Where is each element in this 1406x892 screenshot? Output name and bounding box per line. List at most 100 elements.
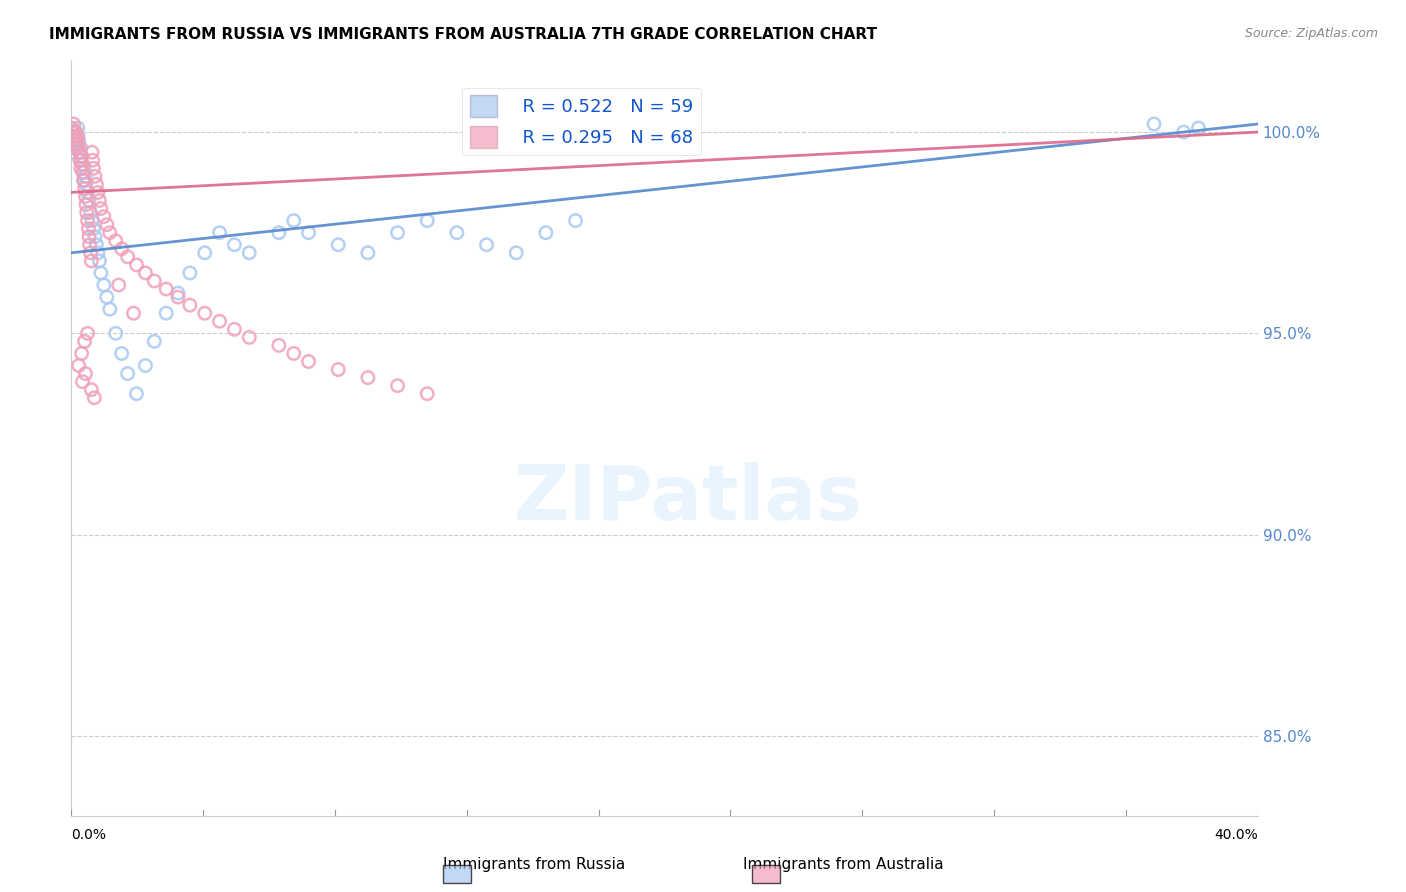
Text: Immigrants from Australia: Immigrants from Australia [744,857,943,872]
Point [66,141,89,155]
Point [238,245,260,260]
Point [1173,125,1195,139]
Point [65,125,87,139]
Point [357,245,380,260]
Point [82,221,104,235]
Legend:   R = 0.522   N = 59,   R = 0.295   N = 68: R = 0.522 N = 59, R = 0.295 N = 68 [463,87,700,155]
Point [416,213,439,227]
Point [86,178,108,192]
Point [79,205,101,219]
Point [328,237,350,252]
Point [75,178,97,192]
Point [104,326,127,341]
Point [208,314,231,328]
Point [80,253,103,268]
Point [90,202,112,216]
Point [69,145,91,160]
Point [75,189,97,203]
Point [104,234,127,248]
Point [63,129,86,144]
Point [73,173,96,187]
Point [83,391,105,405]
Point [75,367,97,381]
Point [79,245,101,260]
Point [73,173,96,187]
Point [63,133,86,147]
Point [155,282,177,296]
Point [122,306,145,320]
Point [66,129,89,144]
Point [328,362,350,376]
Point [90,266,112,280]
Point [75,169,97,184]
Point [77,229,100,244]
Point [86,237,108,252]
Point [93,210,115,224]
Point [72,165,94,179]
Point [446,226,468,240]
Point [66,121,89,136]
Point [70,149,93,163]
Point [72,375,94,389]
Point [84,229,107,244]
Point [564,213,586,227]
Point [208,226,231,240]
Point [1143,117,1166,131]
Point [98,226,121,240]
Point [387,226,409,240]
Point [72,157,94,171]
Point [62,145,84,160]
Point [70,346,93,360]
Point [167,290,190,304]
Point [93,278,115,293]
Point [76,326,98,341]
Point [1187,121,1209,136]
Point [117,250,139,264]
Point [267,226,290,240]
Point [76,186,98,200]
Point [70,149,93,163]
Point [76,213,98,227]
Point [73,334,96,349]
Text: 0.0%: 0.0% [72,829,107,842]
Point [80,145,103,160]
Point [65,137,87,152]
Point [134,359,156,373]
Point [72,165,94,179]
Point [63,141,86,155]
Text: Immigrants from Russia: Immigrants from Russia [443,857,626,872]
Point [267,338,290,352]
Point [475,237,498,252]
Point [194,306,217,320]
Point [143,334,166,349]
Point [297,354,319,368]
Point [67,137,90,152]
Point [76,205,98,219]
Point [69,145,91,160]
Point [82,153,104,168]
Point [87,186,110,200]
Point [98,302,121,317]
Point [416,386,439,401]
Point [143,274,166,288]
Point [82,161,104,176]
Point [84,169,107,184]
Point [238,330,260,344]
Point [69,153,91,168]
Point [62,117,84,131]
Point [80,383,103,397]
Point [283,346,305,360]
Point [75,197,97,211]
Text: 40.0%: 40.0% [1215,829,1258,842]
Point [65,125,87,139]
Point [89,194,111,208]
Point [387,378,409,392]
Point [87,245,110,260]
Point [224,237,246,252]
Point [80,213,103,227]
Point [179,266,201,280]
Point [69,161,91,176]
Point [283,213,305,227]
Point [167,286,190,301]
Point [70,141,93,155]
